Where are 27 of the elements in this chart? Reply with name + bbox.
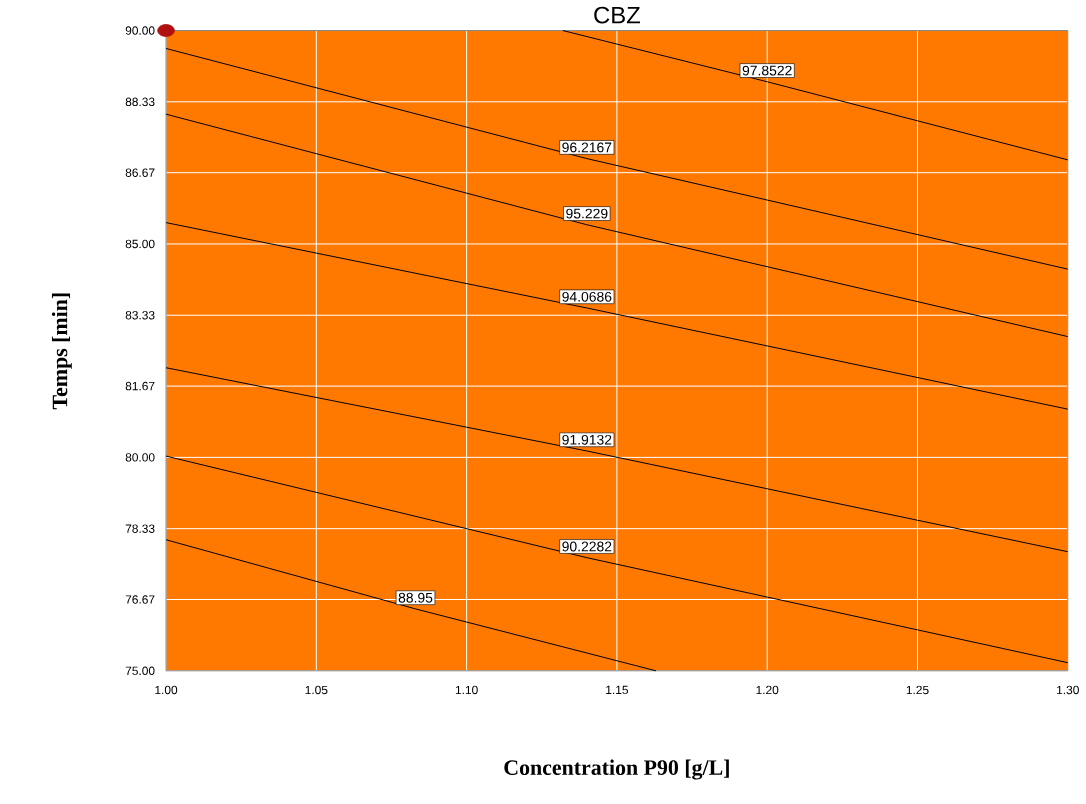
- x-tick-label: 1.15: [606, 685, 629, 695]
- series-label: 90.2282: [562, 541, 612, 552]
- series-label: 96.2167: [562, 142, 612, 153]
- series-label: 97.8522: [742, 65, 792, 76]
- y-tick-label: 88.33: [125, 97, 155, 107]
- series-label: 94.0686: [562, 291, 612, 302]
- y-tick-label: 86.67: [125, 168, 155, 177]
- y-axis-title: Temps [min]: [51, 293, 72, 410]
- series-label: 95.229: [566, 208, 608, 219]
- x-axis-title: Concentration P90 [g/L]: [504, 759, 729, 780]
- x-tick-label: 1.05: [305, 685, 328, 695]
- y-tick-label: 78.33: [125, 524, 155, 533]
- series-label: 88.95: [398, 592, 433, 603]
- y-tick-label: 81.67: [125, 381, 155, 391]
- y-tick-label: 85.00: [125, 239, 155, 249]
- x-tick-label: 1.00: [155, 685, 178, 695]
- y-tick-label: 75.00: [125, 666, 155, 676]
- series-label: 91.9132: [562, 434, 612, 445]
- y-tick-label: 90.00: [125, 26, 155, 35]
- x-tick-label: 1.10: [455, 685, 478, 695]
- y-tick-label: 83.33: [125, 311, 155, 320]
- y-tick-label: 76.67: [125, 595, 155, 604]
- x-tick-label: 1.25: [906, 685, 929, 695]
- chart-title: CBZ: [594, 6, 640, 24]
- y-tick-label: 80.00: [125, 453, 155, 462]
- x-tick-label: 1.30: [1057, 685, 1079, 695]
- x-tick-label: 1.20: [756, 685, 779, 695]
